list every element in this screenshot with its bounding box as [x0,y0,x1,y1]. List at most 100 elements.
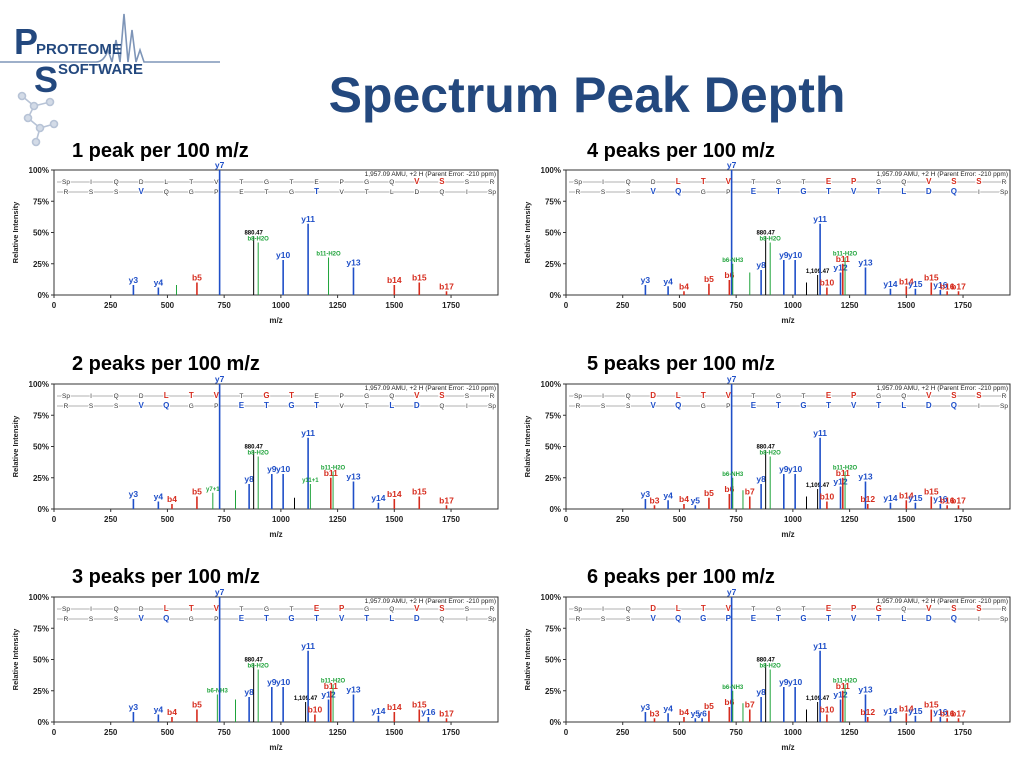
y-axis-label: Relative Intensity [523,415,532,478]
peak-label: b8-H2O [760,237,782,243]
sequence-bottom-residue: T [876,614,881,623]
sequence-bottom-residue: Sp [488,403,496,410]
sequence-top-residue: D [139,606,144,613]
proteome-software-logo: P PROTEOME S SOFTWARE [0,13,220,147]
sequence-top-residue: Q [114,393,119,400]
x-tick-label: 1500 [897,515,915,524]
sequence-top-residue: E [314,604,320,613]
sequence-bottom-residue: G [189,403,194,410]
sequence-top-residue: S [976,391,982,400]
sequence-bottom-residue: V [651,187,657,196]
sequence-bottom-residue: Sp [1000,403,1008,410]
slide-title: Spectrum Peak Depth [328,67,846,123]
peak-label: y15 [908,279,922,289]
sequence-bottom-residue: T [364,614,369,623]
peak-label: 1,109.47 [806,696,830,702]
sequence-bottom-residue: I [978,403,980,410]
sequence-bottom-residue: S [114,189,119,196]
peak-label: y8 [244,474,254,484]
sequence-bottom-residue: Q [675,614,681,623]
sequence-top-residue: R [1002,393,1007,400]
x-tick-label: 1750 [442,515,460,524]
sequence-bottom-residue: G [189,616,194,623]
sequence-top-residue: S [951,177,957,186]
spectrum-chart-4: 1,957.09 AMU, +2 H (Parent Error: -210 p… [523,374,1011,539]
peak-label: y11 [301,214,315,224]
peak-label: y4 [663,490,673,500]
peak-label: y3 [129,702,139,712]
sequence-top-residue: G [264,179,269,186]
sequence-top-residue: R [1002,179,1007,186]
sequence-bottom-residue: T [876,187,881,196]
sequence-bottom-residue: V [651,401,657,410]
plot-frame [565,596,1011,723]
y-tick-label: 0% [37,291,49,300]
y-tick-label: 75% [33,197,49,206]
sequence-bottom-residue: Sp [1000,616,1008,623]
peak-label: y12 [321,690,335,700]
x-tick-label: 250 [104,515,118,524]
sequence-top-residue: P [339,393,343,400]
sequence-bottom-residue: L [389,614,394,623]
peak-label: b15 [412,700,427,710]
y-tick-label: 0% [549,718,561,727]
peak-label: b3 [650,495,660,505]
x-tick-label: 500 [161,301,175,310]
sequence-bottom-residue: Q [951,187,957,196]
sequence-bottom-residue: G [701,189,706,196]
sequence-top-residue: Sp [62,393,70,400]
peak-label: y4 [154,705,164,715]
x-tick-label: 750 [217,301,231,310]
peak-label: y10 [788,464,802,474]
x-tick-label: 0 [52,301,57,310]
peak-label: y8 [756,474,766,484]
sequence-bottom-residue: Q [951,614,957,623]
x-tick-label: 0 [52,515,57,524]
peak-label: y7+1 [206,487,220,493]
sequence-bottom-residue: R [64,616,69,623]
sequence-bottom-residue: S [626,403,631,410]
sequence-bottom-residue: T [314,614,319,623]
spectrum-header: 1,957.09 AMU, +2 H (Parent Error: -210 p… [365,385,496,392]
x-tick-label: 1500 [897,301,915,310]
peak-label: y14 [883,279,897,289]
sequence-top-residue: T [802,393,806,400]
plot-frame [53,596,499,723]
logo-molecule [17,91,59,147]
sequence-top-residue: S [951,391,957,400]
spectrum-chart-2: 1,957.09 AMU, +2 H (Parent Error: -210 p… [523,160,1011,325]
sequence-top-residue: Sp [62,606,70,613]
peak-label: b5 [704,701,714,711]
peak-label: b6-NH3 [722,258,744,264]
peak-label: b5 [704,488,714,498]
sequence-top-residue: G [364,606,369,613]
y-tick-label: 25% [33,687,49,696]
peak-label: y5 [691,495,701,505]
peak-label: 880.47 [244,657,263,663]
peak-label: b14 [387,489,402,499]
x-tick-label: 1000 [272,515,290,524]
peak-label: b15 [412,487,427,497]
sequence-top-residue: V [926,391,932,400]
sequence-top-residue: R [490,393,495,400]
x-tick-label: 500 [161,728,175,737]
sequence-bottom-residue: T [826,187,831,196]
y-tick-label: 25% [545,260,561,269]
sequence-bottom-residue: G [288,614,294,623]
sequence-bottom-residue: V [339,403,344,410]
peak-label: b3 [650,708,660,718]
peak-label: b11 [836,681,850,691]
x-tick-label: 1750 [954,515,972,524]
peak-label: y9 [267,464,277,474]
spectrum-header: 1,957.09 AMU, +2 H (Parent Error: -210 p… [877,598,1008,605]
sequence-bottom-residue: P [214,403,218,410]
x-tick-label: 0 [564,301,569,310]
sequence-top-residue: T [239,393,243,400]
spectrum-chart-5: 1,957.09 AMU, +2 H (Parent Error: -210 p… [11,587,499,752]
peak-label: b11 [324,681,338,691]
peak-label: b10 [820,278,835,288]
peak-label: b4 [679,494,689,504]
sequence-bottom-residue: D [414,401,420,410]
sequence-bottom-residue: E [239,189,244,196]
y-tick-label: 50% [33,443,49,452]
